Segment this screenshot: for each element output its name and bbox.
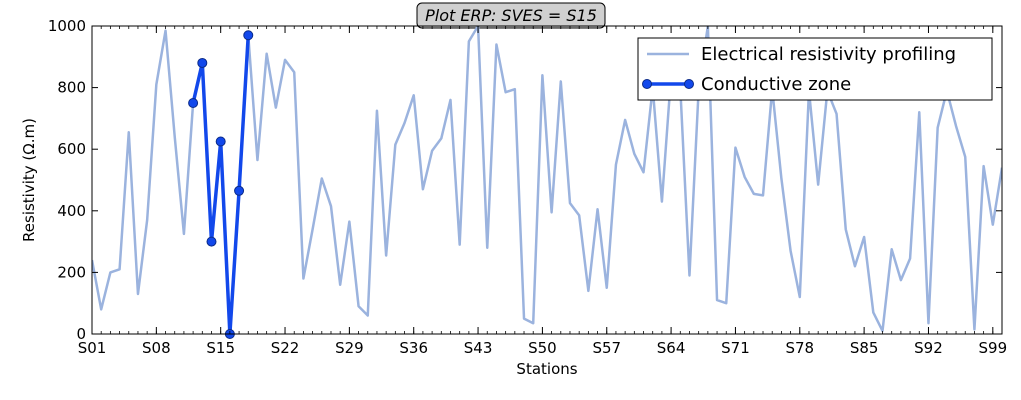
x-tick-label: S29 [335, 339, 364, 357]
chart-title: Plot ERP: SVES = S15 [425, 6, 597, 25]
x-tick-label: S85 [850, 339, 879, 357]
y-tick-label: 200 [57, 263, 86, 281]
y-tick-label: 800 [57, 79, 86, 97]
conductive-zone-point [234, 185, 245, 196]
y-tick-label: 600 [57, 140, 86, 158]
y-tick-label: 400 [57, 202, 86, 220]
plot-area [92, 26, 1002, 339]
x-tick-label: S43 [464, 339, 493, 357]
x-tick-label: S92 [914, 339, 943, 357]
x-tick-label: S08 [142, 339, 171, 357]
legend-entry-label: Electrical resistivity profiling [701, 44, 956, 65]
series-line-conductive-zone [191, 35, 251, 334]
x-tick-label: S71 [721, 339, 750, 357]
x-tick-label: S50 [528, 339, 557, 357]
x-tick-label: S01 [78, 339, 107, 357]
x-tick-label: S15 [206, 339, 235, 357]
x-tick-label: S78 [785, 339, 814, 357]
x-tick-label: S99 [979, 339, 1008, 357]
chart-title-box: Plot ERP: SVES = S15 [416, 2, 606, 29]
conductive-zone-point [215, 136, 226, 147]
conductive-zone-point [188, 98, 199, 108]
legend-marker [684, 79, 694, 89]
x-tick-label: S36 [399, 339, 428, 357]
legend-box [637, 37, 993, 101]
x-axis-label: Stations [516, 360, 577, 378]
legend-entry-label: Conductive zone [701, 74, 851, 95]
y-tick-label: 0 [76, 325, 86, 343]
conductive-zone-point [197, 57, 208, 68]
x-tick-label: S57 [592, 339, 621, 357]
x-tick-label: S22 [271, 339, 300, 357]
axes-frame [91, 25, 1003, 335]
legend: Electrical resistivity profiling Conducti… [637, 37, 993, 101]
conductive-zone-point [206, 236, 217, 247]
y-tick-label: 1000 [48, 17, 86, 35]
x-tick-label: S64 [657, 339, 686, 357]
conductive-zone-point [243, 30, 254, 41]
y-axis-label: Resistivity (Ω.m) [20, 118, 38, 242]
axes: 0 200 400 600 800 1000 S01 S08 S15 S22 S29 S36 S43 S5… [48, 17, 1007, 357]
legend-marker [642, 79, 652, 89]
